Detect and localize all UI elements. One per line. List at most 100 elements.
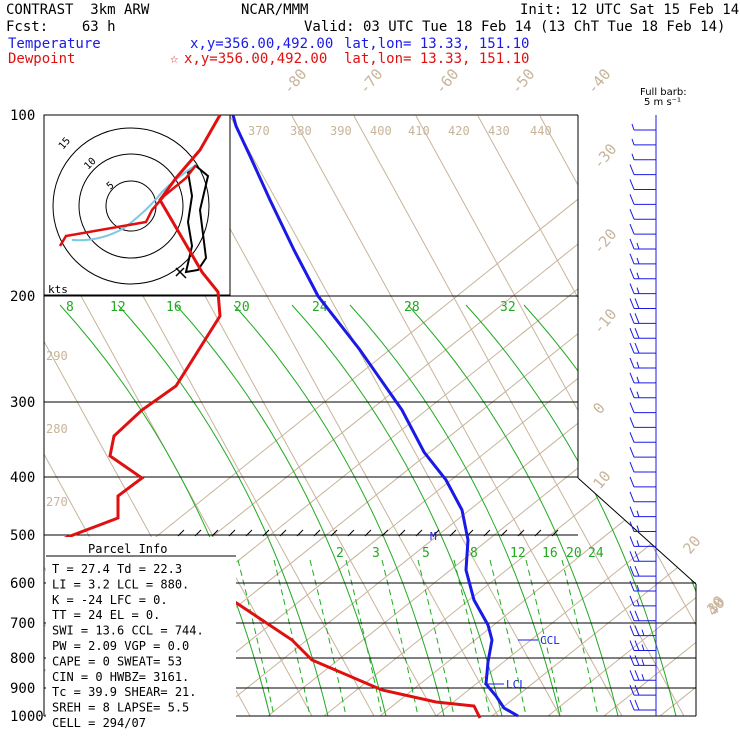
dry-adiabat [323,115,696,716]
wind-barb-half-feather [636,272,640,279]
moist-adiabat [117,304,329,716]
dry-adiabat-label: 20 [679,532,704,557]
hatch-mark [245,529,253,537]
mixing-ratio-line [561,559,599,716]
wind-barb-feather [629,313,635,324]
theta-label: 440 [530,124,552,138]
wind-barb-feather [629,565,635,577]
wind-barb-feather [629,625,635,636]
wind-barb-feather [634,610,640,621]
wind-barb-feather [629,461,635,473]
barb-scale-line1: Full barb: [640,87,687,98]
wind-barb-half-feather [641,629,645,636]
mixing-ratio-line [345,559,383,716]
m-label: M [430,530,437,543]
wind-barb-half-feather [636,287,640,294]
hatch-mark [330,529,338,537]
wind-barb-feather [629,670,635,681]
wind-barb-feather [629,551,635,562]
hatch-mark [194,529,202,537]
hatch-mark [296,529,304,537]
parcel-info-row: SREH = 8 LAPSE= 5.5 [52,701,189,715]
wind-barb-feather [629,194,635,205]
ccl-label: CCL [540,634,560,647]
hatch-mark [177,529,185,537]
theta-label: 290 [46,349,68,363]
pressure-label-200: 200 [10,289,35,305]
mixing-ratio-label: 28 [404,300,420,315]
wind-barb-feather [634,655,640,666]
hatch-mark [347,529,355,537]
wind-barb-feather [629,432,635,443]
hatch-mark [449,529,457,537]
hatch-mark [500,529,508,537]
wind-barb-feather [629,580,635,592]
dry-adiabat [155,115,696,716]
wind-barb-feather [634,551,640,562]
wind-barb-half-feather [636,391,640,398]
wind-barb-feather [634,670,640,681]
dry-adiabat-label: 10 [589,467,614,492]
mixing-ratio-label: 24 [588,546,604,561]
wind-barb-feather [629,164,635,175]
wind-barb-feather [629,491,635,502]
mixing-ratio-label: 12 [510,546,526,561]
pressure-label-900: 900 [10,681,35,697]
isotherm [353,115,685,716]
wind-barb-feather [634,328,640,339]
hodograph-ring [52,127,210,285]
theta-label: 400 [370,124,392,138]
mixing-ratio-line [489,559,527,716]
hatch-mark [551,529,559,537]
isotherm [601,115,696,716]
hatch-mark [517,529,525,537]
wind-barb-feather [629,342,635,354]
hatch-mark [279,529,287,537]
wind-barb-half-feather [641,659,645,666]
parcel-info-row: T = 27.4 Td = 22.3 [52,562,182,576]
hatch-mark [364,529,372,537]
mixing-ratio-label: 2 [336,546,344,561]
wind-barb-feather [629,283,635,294]
wind-barb-feather [634,298,640,309]
isotherm [726,116,740,716]
parcel-info-row: LI = 3.2 LCL = 880. [52,577,189,591]
wind-barb-feather [629,298,635,309]
lcl-label: LCL [506,678,526,691]
theta-label: 280 [46,422,68,436]
dry-adiabat-label: -50 [507,65,538,97]
pressure-label-400: 400 [10,470,35,486]
hatch-mark [432,529,440,537]
mixing-ratio-label: 5 [422,546,430,561]
mixing-ratio-label: 16 [542,546,558,561]
hatch-mark [398,529,406,537]
pressure-label-800: 800 [10,651,35,667]
parcel-info-row: TT = 24 EL = 0. [52,608,160,622]
hatch-mark [313,529,321,537]
dry-adiabat-label: -30 [589,140,620,172]
hodograph-storm-marker [175,267,187,279]
wind-barb-half-feather [641,644,645,651]
wind-barb-feather [634,684,640,696]
wind-barb-feather [629,387,635,398]
hatch-mark [262,529,270,537]
moist-adiabat [349,304,561,716]
parcel-info-box: Parcel Info T = 27.4 Td = 22.3LI = 3.2 L… [46,537,236,733]
wind-barb-feather [629,655,635,666]
hatch-mark [381,529,389,537]
hodograph-units: kts [48,283,68,296]
wind-barb-feather [629,595,635,607]
parcel-info-row: K = -24 LFC = 0. [52,593,168,607]
mixing-ratio-line [309,559,347,716]
dewpoint-latlon: lat,lon= 13.33, 151.10 [344,51,529,67]
mixing-ratio-label: 20 [566,546,582,561]
theta-label: 270 [46,495,68,509]
dry-adiabat [267,115,696,716]
moist-adiabat [291,304,503,716]
dewpoint-xy: x,y=356.00,492.00 [184,51,327,67]
model-name: CONTRAST 3km ARW [6,2,150,18]
barb-scale-line2: 5 m s⁻¹ [644,97,681,108]
hatch-mark [534,529,542,537]
dry-adiabat [659,115,696,716]
hodograph-ring-label: 5 [105,180,117,192]
